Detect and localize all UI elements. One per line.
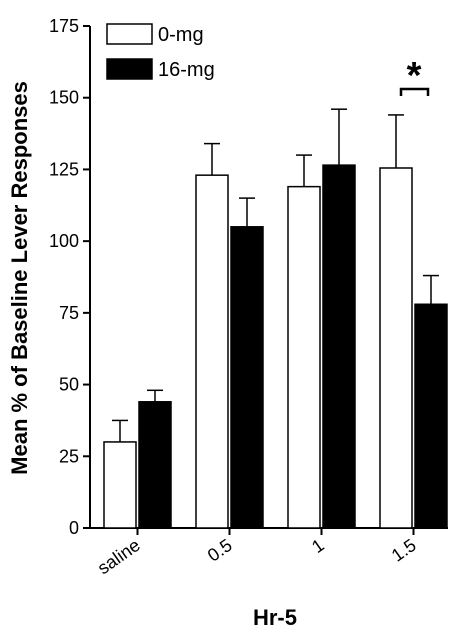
y-tick-label: 150 — [49, 88, 79, 108]
legend: 0-mg 16-mg — [106, 23, 215, 81]
x-tick-label: 0.5 — [204, 535, 236, 566]
x-axis: saline 0.5 1 1.5 — [90, 527, 448, 578]
legend-swatch-16-mg — [106, 58, 153, 80]
bar-0-mg-saline — [103, 441, 137, 529]
y-tick-label: 0 — [69, 518, 79, 538]
x-tick-label: 1.5 — [388, 535, 420, 566]
y-tick-label: 25 — [59, 446, 79, 466]
bar-16-mg-saline — [138, 401, 172, 529]
bar-16-mg-1 — [322, 164, 356, 529]
significance-star: * — [407, 55, 422, 97]
significance-bracket — [399, 87, 430, 96]
bar-16-mg-1.5 — [414, 303, 448, 529]
y-tick-label: 175 — [49, 16, 79, 36]
bar-16-mg-0.5 — [230, 226, 264, 529]
y-tick-label: 75 — [59, 303, 79, 323]
legend-swatch-0-mg — [106, 23, 153, 45]
significance-annotation: * — [399, 55, 430, 97]
y-tick-label: 125 — [49, 159, 79, 179]
bar-0-mg-0.5 — [195, 174, 229, 529]
bar-0-mg-1.5 — [379, 167, 413, 529]
legend-label-0-mg: 0-mg — [158, 24, 204, 46]
x-tick-label: 1 — [308, 535, 328, 557]
y-axis: 0 25 50 75 100 125 150 175 — [49, 16, 91, 538]
legend-label-16-mg: 16-mg — [158, 59, 215, 81]
y-tick-label: 50 — [59, 375, 79, 395]
bar-0-mg-1 — [287, 185, 321, 529]
x-axis-title: Hr-5 — [253, 605, 297, 630]
y-tick-label: 100 — [49, 231, 79, 251]
bars — [103, 108, 448, 529]
x-tick-label: saline — [94, 535, 144, 578]
y-axis-title: Mean % of Baseline Lever Responses — [7, 81, 32, 475]
